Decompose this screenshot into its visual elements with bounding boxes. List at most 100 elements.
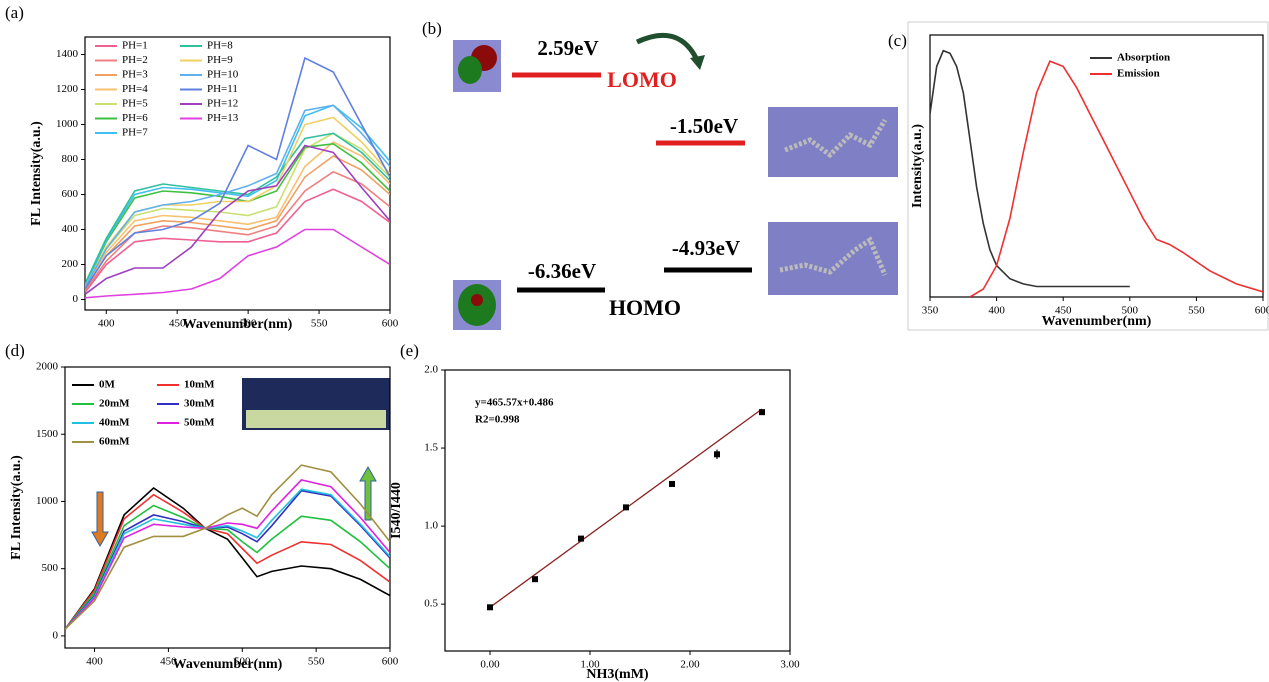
transfer-arrow — [635, 32, 701, 64]
energy-gap: -6.36eV — [528, 259, 596, 283]
x-tick-label: 550 — [1188, 305, 1205, 317]
plot-area — [930, 49, 1263, 297]
legend-label: Emission — [1117, 68, 1160, 80]
molecule-sketch — [784, 118, 888, 159]
series-line — [65, 504, 390, 630]
y-tick-label: 1500 — [36, 428, 59, 440]
series-line — [65, 489, 390, 630]
legend-label: PH=11 — [207, 83, 238, 95]
legend-label: PH=1 — [122, 40, 148, 52]
legend-label: 0M — [99, 379, 116, 391]
y-tick-label: 200 — [62, 258, 79, 270]
molecule-image — [768, 222, 898, 295]
x-axis-title: Wavenumber(nm) — [183, 317, 293, 332]
y-tick-label: 1400 — [56, 48, 79, 60]
legend-label: 10mM — [184, 379, 215, 391]
x-tick-label: 3.00 — [780, 659, 800, 671]
x-axis-title: Wavenumber(nm) — [173, 657, 283, 672]
arrow-head — [690, 55, 705, 70]
decrease-arrow — [91, 491, 109, 548]
molecule-image — [768, 107, 898, 177]
y-tick-label: 500 — [42, 562, 59, 574]
series-line — [85, 141, 390, 290]
plot-area — [487, 408, 765, 611]
energy-level: -1.50eV — [670, 114, 738, 138]
series-line — [85, 56, 390, 290]
x-tick-label: 550 — [311, 318, 328, 330]
chart-panel: (c) 350 400 450 500 550 600 Wavenumber(nm) Inten… — [888, 31, 1269, 329]
panel-label: (c) — [888, 31, 907, 50]
legend-label: PH=7 — [122, 127, 148, 139]
panel-border — [907, 21, 1269, 331]
y-axis-title: FL Intensity(a.u.) — [29, 121, 44, 226]
series-line — [85, 104, 390, 288]
inset-photo-vials — [246, 410, 386, 428]
plot-area — [85, 56, 390, 299]
x-tick-label: 600 — [382, 656, 399, 668]
panel-label: (a) — [5, 3, 24, 22]
annotation: y=465.57x+0.486 — [475, 397, 554, 409]
energy-diagram: (b) 2.59eV LOMO -1.50eV -4.93eV -6.36eV … — [422, 19, 898, 330]
series-line — [930, 49, 1130, 288]
orbital-lobe — [458, 56, 482, 84]
x-tick-label: 500 — [234, 656, 251, 668]
series-line — [85, 144, 390, 295]
y-tick-label: 1000 — [36, 495, 59, 507]
x-tick-label: 450 — [160, 656, 177, 668]
x-tick-label: 400 — [988, 305, 1005, 317]
y-tick-label: 0.5 — [424, 598, 438, 610]
chart-panel: (e) 0.00 1.00 2.00 3.00 0.5 1.0 1.5 2.0 NH3(mM) I5… — [389, 341, 800, 682]
series-line — [65, 479, 390, 630]
series-line — [65, 464, 390, 630]
y-tick-label: 600 — [62, 188, 79, 200]
legend-label: Absorption — [1117, 52, 1170, 64]
x-tick-label: 550 — [308, 656, 325, 668]
data-point — [669, 480, 675, 487]
legend-label: PH=10 — [207, 69, 239, 81]
x-axis-title: NH3(mM) — [586, 667, 649, 682]
plot-frame — [64, 366, 391, 649]
x-tick-label: 400 — [86, 656, 103, 668]
series-line — [85, 228, 390, 299]
series-line — [85, 142, 390, 286]
energy-level: -4.93eV — [672, 236, 740, 260]
y-tick-label: 1000 — [56, 118, 79, 130]
legend-label: PH=5 — [122, 98, 148, 110]
legend-label: PH=2 — [122, 54, 148, 66]
data-point — [623, 504, 629, 511]
energy-gap: 2.59eV — [537, 36, 598, 60]
series-line — [85, 116, 390, 288]
x-tick-label: 600 — [382, 318, 399, 330]
panel-label: (d) — [5, 341, 25, 360]
y-tick-label: 0 — [53, 629, 59, 641]
x-axis-title: Wavenumber(nm) — [1042, 314, 1152, 329]
legend-label: PH=13 — [207, 112, 239, 124]
x-tick-label: 350 — [922, 305, 939, 317]
legend-label: 60mM — [99, 436, 130, 448]
orbital-lobe — [471, 294, 483, 306]
data-point — [532, 576, 538, 583]
panel-label: (b) — [422, 19, 442, 38]
series-line — [85, 132, 390, 285]
legend-label: 20mM — [99, 398, 130, 410]
series-line — [65, 486, 390, 630]
legend-label: PH=12 — [207, 98, 238, 110]
data-point — [759, 409, 765, 416]
panel-label: (e) — [400, 341, 419, 360]
x-tick-label: 500 — [240, 318, 257, 330]
data-point — [714, 451, 720, 458]
x-tick-label: 1.00 — [580, 659, 600, 671]
series-line — [85, 188, 390, 293]
y-tick-label: 1.0 — [424, 520, 438, 532]
x-tick-label: 0.00 — [480, 659, 500, 671]
y-tick-label: 1.5 — [424, 442, 438, 454]
y-tick-label: 2000 — [36, 361, 59, 373]
y-axis-title: I540/I440 — [389, 482, 404, 539]
x-tick-label: 450 — [1055, 305, 1072, 317]
legend-label: 40mM — [99, 417, 130, 429]
legend-label: PH=4 — [122, 83, 148, 95]
plot-area — [65, 464, 390, 630]
increase-arrow — [359, 465, 377, 521]
